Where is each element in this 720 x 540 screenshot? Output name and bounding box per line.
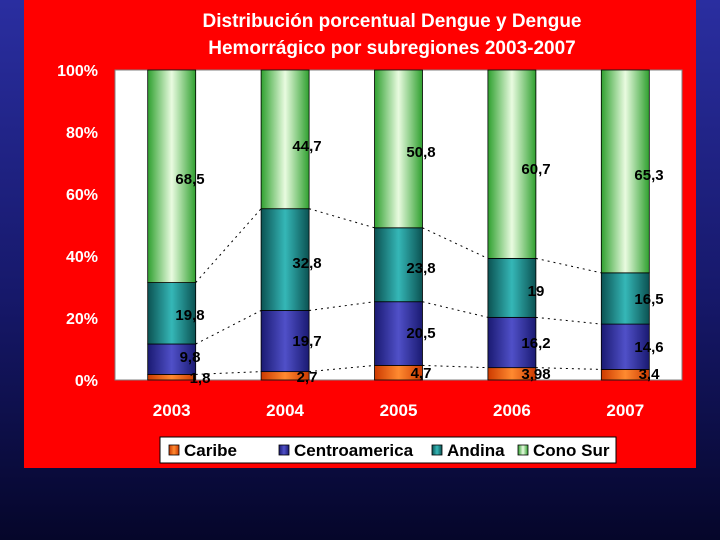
data-label: 20,5: [406, 325, 435, 342]
series-line: [422, 364, 488, 369]
chart-panel: Distribución porcentual Dengue y Dengue H…: [24, 0, 696, 468]
series-line: [309, 364, 375, 373]
chart-title-line: Hemorrágico por subregiones 2003-2007: [208, 38, 575, 59]
legend-label: Caribe: [184, 441, 237, 460]
x-category-label: 2006: [493, 401, 531, 420]
bar-segment-centroamerica: [600, 323, 650, 370]
bar-segment-caribe: [147, 374, 197, 381]
y-tick-label: 100%: [57, 63, 98, 80]
stacked-bar-chart: Distribución porcentual Dengue y Dengue H…: [57, 11, 683, 464]
legend-label: Cono Sur: [533, 441, 610, 460]
data-label: 16,5: [634, 291, 663, 308]
data-label: 16,2: [521, 335, 550, 352]
series-line: [195, 310, 262, 345]
data-label: 50,8: [406, 144, 435, 161]
data-label: 1,8: [190, 370, 211, 387]
data-label: 19,8: [175, 307, 204, 324]
bar-segment-andina: [374, 227, 423, 303]
x-category-label: 2005: [380, 401, 418, 420]
data-label: 19: [528, 283, 545, 300]
bar-segment-cono-sur: [600, 69, 650, 274]
bar-segment-andina: [600, 272, 650, 325]
bar-segment-cono-sur: [147, 69, 197, 283]
data-label: 14,6: [634, 339, 663, 356]
series-line: [195, 208, 262, 283]
bar-segment-andina: [487, 257, 537, 318]
data-label: 60,7: [521, 161, 550, 178]
data-label: 68,5: [175, 171, 204, 188]
data-label: 32,8: [292, 255, 321, 272]
bar-segment-andina: [260, 208, 310, 311]
series-line: [195, 371, 262, 375]
y-tick-label: 20%: [66, 311, 98, 328]
series-line: [535, 316, 602, 325]
y-tick-label: 40%: [66, 249, 98, 266]
data-label: 3,4: [639, 366, 661, 383]
series-line: [535, 257, 602, 274]
data-label: 9,8: [180, 349, 201, 366]
bar-segment-cono-sur: [374, 69, 423, 229]
legend-swatch-centroamerica: [278, 444, 290, 456]
data-label: 3,98: [521, 366, 550, 383]
legend-label: Centroamerica: [294, 441, 414, 460]
bar-segment-centroamerica: [147, 343, 197, 375]
legend-swatch-caribe: [168, 444, 180, 456]
series-line: [309, 301, 375, 311]
bar-segment-centroamerica: [487, 316, 537, 369]
data-label: 2,7: [297, 369, 318, 386]
data-label: 23,8: [406, 260, 435, 277]
bar-segment-cono-sur: [487, 69, 537, 259]
y-tick-label: 0%: [75, 373, 98, 390]
data-label: 65,3: [634, 167, 663, 184]
x-category-label: 2004: [266, 401, 304, 420]
data-label: 44,7: [292, 138, 321, 155]
series-line: [535, 367, 602, 370]
series-line: [422, 227, 489, 259]
legend-label: Andina: [447, 441, 505, 460]
x-category-label: 2003: [153, 401, 191, 420]
legend-box: [159, 436, 617, 464]
data-label: 19,7: [292, 333, 321, 350]
data-label: 4,7: [411, 365, 432, 382]
chart-title-line: Distribución porcentual Dengue y Dengue: [203, 11, 582, 32]
legend-swatch-cono-sur: [517, 444, 529, 456]
x-category-label: 2007: [606, 401, 644, 420]
y-tick-label: 60%: [66, 187, 98, 204]
y-tick-label: 80%: [66, 125, 98, 142]
bar-segment-cono-sur: [260, 69, 310, 210]
legend-swatch-andina: [431, 444, 443, 456]
